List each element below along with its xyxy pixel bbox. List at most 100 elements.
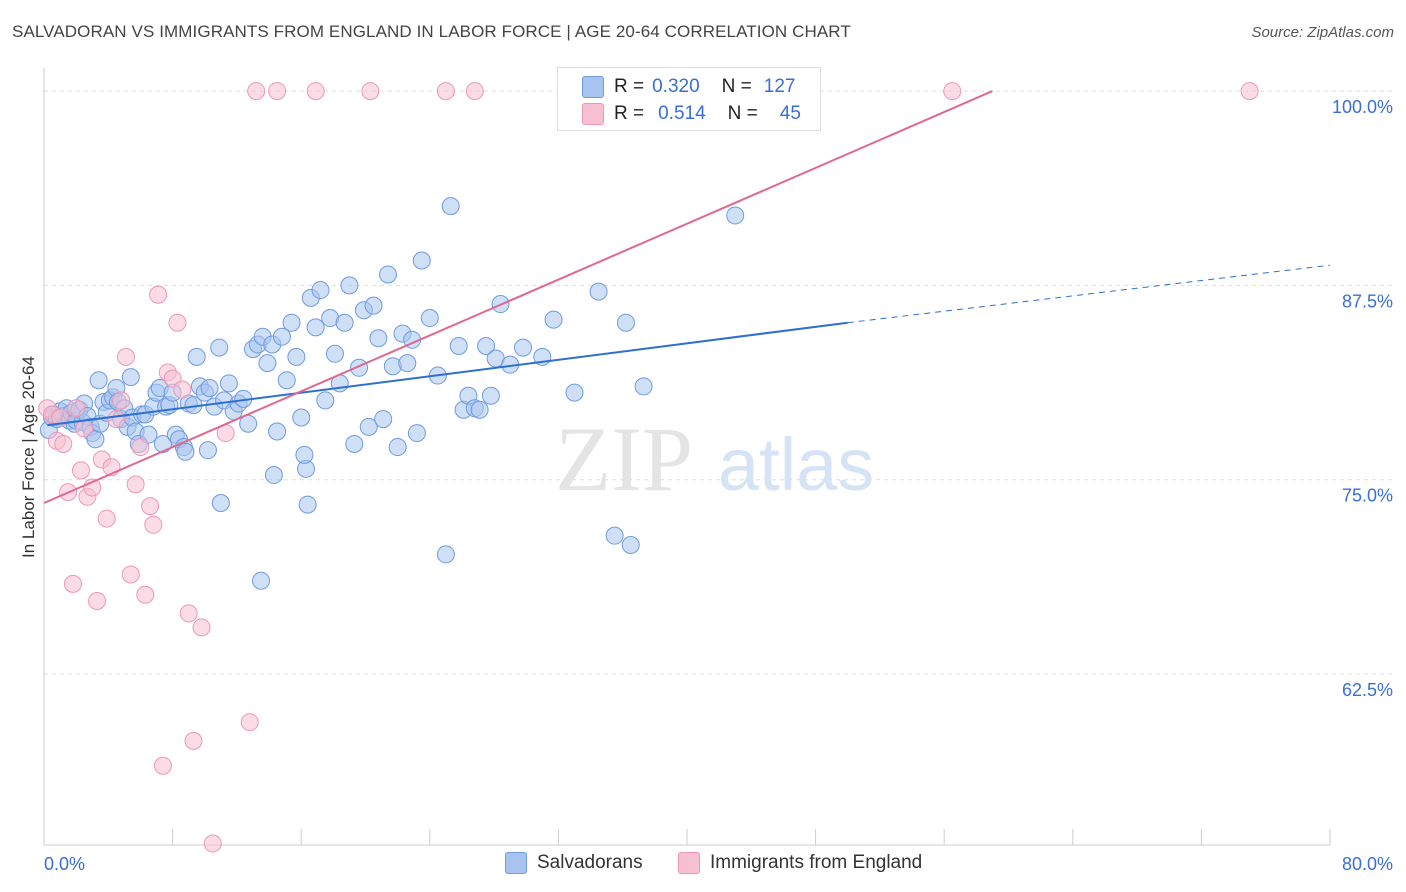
salvadoran-point	[605, 526, 624, 545]
salvadoran-point	[252, 571, 271, 590]
england-point	[71, 461, 90, 480]
bottom-legend-label: Salvadorans	[537, 852, 643, 873]
england-point	[107, 410, 126, 429]
salvadoran-point	[258, 354, 277, 373]
x-tick-label: 80.0%	[1342, 854, 1393, 874]
salvadoran-point	[544, 310, 563, 329]
england-point	[240, 713, 259, 732]
salvadoran-point	[316, 391, 335, 410]
salvadoran-point	[388, 438, 407, 457]
salvadoran-point	[514, 338, 533, 357]
england-point	[306, 82, 325, 101]
salvadoran-point	[398, 354, 417, 373]
legend-swatch-blue	[582, 76, 604, 98]
england-point	[141, 497, 160, 516]
england-point	[1240, 82, 1259, 101]
salvadoran-point	[311, 281, 330, 300]
correlation-legend: R = 0.320 N = 127 R = 0.514 N = 45	[557, 67, 821, 131]
salvadoran-point	[335, 313, 354, 332]
salvadoran-point	[369, 329, 388, 348]
salvadoran-point	[345, 434, 364, 453]
england-point	[168, 313, 187, 332]
salvadoran-point	[306, 318, 325, 337]
salvadoran-point	[726, 206, 745, 225]
salvadoran-point	[374, 410, 393, 429]
england-point	[67, 399, 86, 418]
salvadoran-point	[359, 417, 378, 436]
england-point	[173, 380, 192, 399]
salvadoran-point	[200, 378, 219, 397]
england-point	[436, 82, 455, 101]
salvadoran-point	[295, 445, 314, 464]
legend-r-value: 0.514	[658, 103, 706, 124]
bottom-legend-england: Immigrants from England	[678, 852, 922, 874]
legend-swatch-pink	[582, 103, 604, 125]
england-point	[75, 419, 94, 438]
legend-row-salvadorans: R = 0.320 N = 127	[582, 74, 795, 100]
england-point	[943, 82, 962, 101]
salvadoran-point	[298, 495, 317, 514]
salvadoran-trend-extension	[847, 264, 1331, 324]
salvadoran-point	[470, 400, 489, 419]
england-point	[54, 434, 73, 453]
watermark-atlas: atlas	[718, 423, 874, 506]
england-point	[136, 585, 155, 604]
salvadoran-point	[272, 327, 291, 346]
england-point	[247, 82, 266, 101]
salvadoran-point	[187, 347, 206, 366]
england-point	[465, 82, 484, 101]
salvadoran-point	[412, 251, 431, 270]
england-point	[184, 731, 203, 750]
salvadoran-point	[379, 265, 398, 284]
salvadoran-point	[210, 338, 229, 357]
salvadoran-point	[264, 466, 283, 485]
salvadoran-point	[481, 386, 500, 405]
salvadoran-point	[364, 296, 383, 315]
salvadoran-point	[219, 374, 238, 393]
salvadoran-point	[589, 282, 608, 301]
salvadoran-point	[89, 371, 108, 390]
salvadoran-point	[325, 344, 344, 363]
england-point	[153, 756, 172, 775]
y-tick-label: 87.5%	[1342, 291, 1393, 311]
england-point	[268, 82, 287, 101]
salvadoran-point	[282, 313, 301, 332]
salvadoran-point	[287, 347, 306, 366]
bottom-legend-salvadorans: Salvadorans	[505, 852, 643, 874]
england-point	[63, 574, 82, 593]
salvadoran-point	[277, 371, 296, 390]
source-label: Source: ZipAtlas.com	[1251, 24, 1394, 41]
legend-n-label: N =	[727, 103, 758, 124]
watermark-zip: ZIP	[555, 408, 693, 510]
salvadoran-point	[436, 545, 455, 564]
salvadoran-point	[565, 383, 584, 402]
england-trend-line	[43, 90, 993, 504]
salvadoran-point	[621, 535, 640, 554]
england-point	[116, 347, 135, 366]
salvadoran-point	[292, 408, 311, 427]
salvadoran-point	[616, 313, 635, 332]
england-point	[203, 834, 222, 853]
salvadoran-point	[449, 337, 468, 356]
england-point	[131, 438, 150, 457]
salvadoran-point	[407, 424, 426, 443]
legend-n-label: N =	[721, 76, 752, 97]
england-point	[149, 285, 168, 304]
england-point	[112, 391, 131, 410]
england-point	[51, 408, 70, 427]
england-point	[179, 604, 198, 623]
salvadoran-point	[634, 377, 653, 396]
y-tick-label: 75.0%	[1342, 486, 1393, 506]
england-point	[126, 475, 145, 494]
salvadoran-point	[441, 197, 460, 216]
england-point	[361, 82, 380, 101]
bottom-legend-swatch-pink	[678, 852, 700, 874]
england-point	[121, 565, 140, 584]
legend-row-england: R = 0.514 N = 45	[582, 101, 801, 127]
salvadoran-point	[477, 337, 496, 356]
salvadoran-point	[340, 276, 359, 295]
salvadoran-trend-line	[47, 321, 848, 427]
y-tick-label: 100.0%	[1332, 97, 1393, 117]
salvadoran-point	[198, 441, 217, 460]
